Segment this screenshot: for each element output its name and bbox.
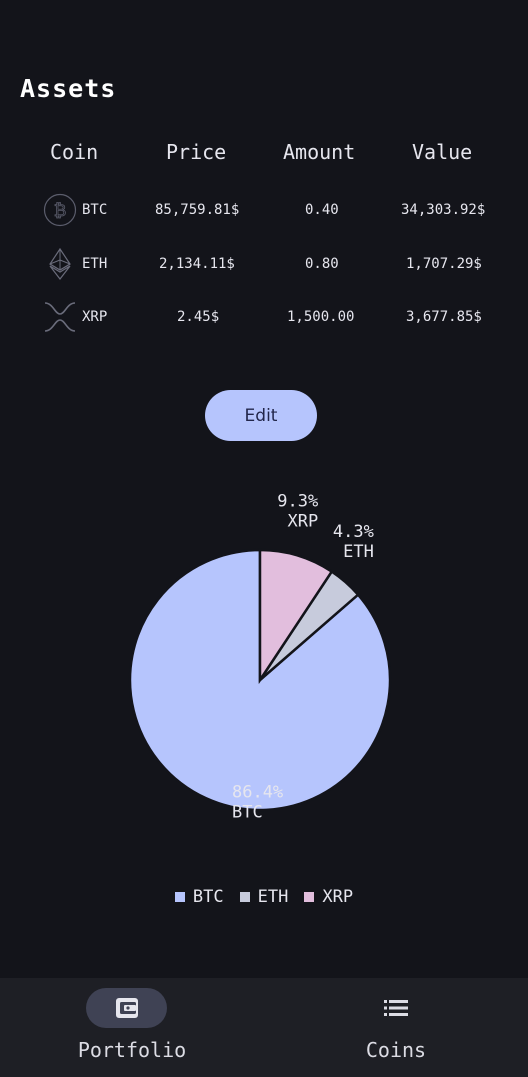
nav-item-coins[interactable]: Coins — [264, 978, 528, 1077]
coin-symbol: BTC — [82, 202, 108, 218]
coin-symbol: XRP — [82, 309, 108, 325]
table-row: XRP 2.45$ 1,500.00 3,677.85$ — [0, 297, 528, 337]
legend-swatch-btc — [174, 892, 185, 902]
legend-swatch-xrp — [304, 892, 315, 902]
svg-text:₿: ₿ — [54, 201, 67, 221]
pie-slice-btc — [128, 548, 392, 812]
coin-symbol: ETH — [82, 256, 108, 272]
legend-item-eth: ETH — [239, 887, 289, 907]
edit-button[interactable]: Edit — [205, 390, 317, 441]
legend-swatch-eth — [239, 892, 250, 902]
coin-price: 85,759.81$ — [155, 202, 240, 218]
table-row: ETH 2,134.11$ 0.80 1,707.29$ — [0, 244, 528, 284]
allocation-pie-chart: 86.4%BTC 4.3%ETH 9.3%XRP — [128, 491, 392, 822]
coin-amount: 0.40 — [305, 202, 339, 218]
legend-label-xrp: XRP — [322, 887, 354, 907]
coin-price: 2,134.11$ — [159, 256, 235, 272]
chart-legend: BTC ETH XRP — [0, 887, 528, 907]
nav-label-coins: Coins — [365, 1038, 427, 1062]
legend-item-xrp: XRP — [304, 887, 353, 907]
pie-name-label-eth: ETH — [343, 542, 374, 562]
coin-amount: 1,500.00 — [287, 309, 355, 325]
coin-amount: 0.80 — [305, 256, 339, 272]
pie-slice-xrp — [258, 548, 334, 685]
pie-pct-label-btc: 86.4% — [232, 782, 283, 802]
legend-label-btc: BTC — [192, 887, 224, 907]
nav-item-portfolio[interactable]: Portfolio — [0, 978, 264, 1077]
pie-name-label-btc: BTC — [232, 802, 263, 822]
pie-pct-label-xrp: 9.3% — [277, 491, 318, 511]
xrp-icon — [43, 300, 77, 334]
bitcoin-icon: ₿ — [43, 193, 77, 227]
coin-price: 2.45$ — [177, 309, 220, 325]
table-row: ₿ BTC 85,759.81$ 0.40 34,303.92$ — [0, 190, 528, 230]
coin-value: 1,707.29$ — [406, 256, 482, 272]
list-icon — [384, 1000, 408, 1016]
legend-label-eth: ETH — [257, 887, 289, 907]
header-price: Price — [166, 140, 227, 164]
pie-name-label-xrp: XRP — [287, 511, 318, 531]
pie-pct-label-eth: 4.3% — [333, 522, 374, 542]
coin-value: 3,677.85$ — [406, 309, 482, 325]
nav-active-indicator — [86, 988, 167, 1028]
nav-icon-container — [376, 996, 416, 1020]
nav-label-portfolio: Portfolio — [77, 1038, 187, 1062]
header-coin: Coin — [50, 140, 99, 164]
coin-value: 34,303.92$ — [401, 202, 486, 218]
bottom-navigation: Portfolio Coins — [0, 978, 528, 1077]
legend-item-btc: BTC — [174, 887, 224, 907]
header-amount: Amount — [283, 140, 356, 164]
wallet-icon — [115, 998, 138, 1018]
ethereum-icon — [43, 247, 77, 281]
page-title: Assets — [20, 74, 117, 103]
header-value: Value — [412, 140, 473, 164]
